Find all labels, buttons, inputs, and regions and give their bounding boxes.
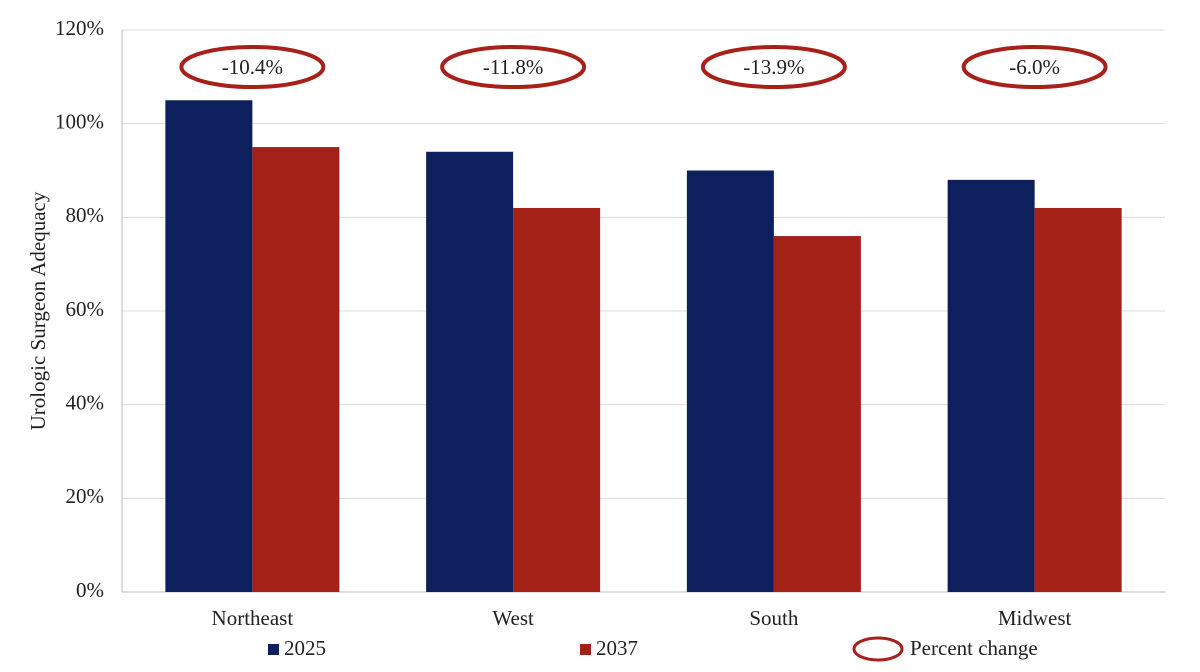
- x-tick-label: Northeast: [212, 606, 294, 630]
- legend-label: 2025: [284, 636, 326, 660]
- bar: [773, 236, 861, 593]
- legend-swatch: [580, 644, 591, 655]
- legend-label: Percent change: [910, 636, 1038, 660]
- bar: [165, 100, 253, 592]
- y-tick-label: 60%: [66, 297, 105, 321]
- bar: [426, 151, 514, 592]
- y-axis-label: Urologic Surgeon Adequacy: [26, 191, 50, 430]
- y-tick-label: 20%: [66, 484, 105, 508]
- y-tick-label: 0%: [76, 578, 104, 602]
- bar: [1034, 207, 1122, 592]
- bar: [513, 207, 601, 592]
- y-tick-label: 80%: [66, 203, 105, 227]
- legend-label: 2037: [596, 636, 638, 660]
- percent-change-label: -11.8%: [483, 55, 543, 79]
- legend-swatch: [268, 644, 279, 655]
- bar: [252, 147, 340, 593]
- y-tick-label: 40%: [66, 390, 105, 414]
- percent-change-label: -13.9%: [743, 55, 804, 79]
- x-tick-label: Midwest: [998, 606, 1072, 630]
- x-tick-label: South: [749, 606, 799, 630]
- percent-change-ellipse: [700, 45, 847, 89]
- bar: [686, 170, 774, 592]
- percent-change-ellipse: [961, 45, 1108, 89]
- x-tick-label: West: [492, 606, 534, 630]
- legend-ellipse: [852, 636, 904, 662]
- bar: [947, 179, 1035, 592]
- percent-change-ellipse: [440, 45, 587, 89]
- y-tick-label: 120%: [55, 16, 104, 40]
- percent-change-label: -10.4%: [222, 55, 283, 79]
- percent-change-ellipse: [179, 45, 326, 89]
- y-tick-label: 100%: [55, 109, 104, 133]
- percent-change-label: -6.0%: [1009, 55, 1060, 79]
